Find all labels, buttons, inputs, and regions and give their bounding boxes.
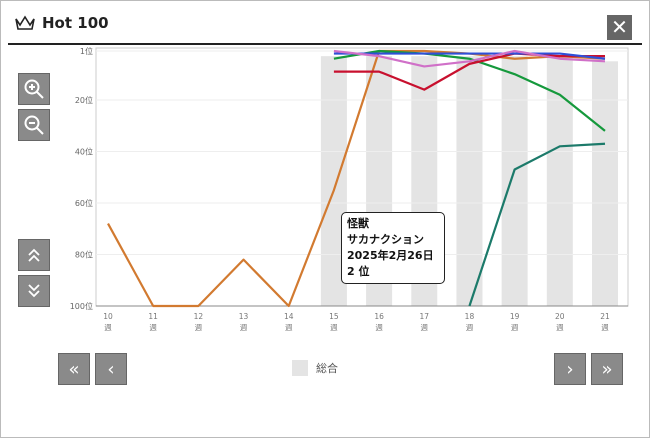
x-tick-label: 19 <box>510 312 520 321</box>
zoom-out-button[interactable] <box>18 109 50 141</box>
zoom-out-icon <box>24 115 44 135</box>
series-line-2 <box>333 49 606 132</box>
bar-19 <box>501 56 528 306</box>
x-tick-label: 週 <box>421 323 429 332</box>
x-tick-label: 週 <box>601 323 609 332</box>
crown-icon <box>15 15 35 30</box>
x-tick-label: 週 <box>240 323 248 332</box>
y-tick-label: 20位 <box>75 95 93 105</box>
y-tick-label: 40位 <box>75 146 93 156</box>
dialog-header: Hot 100 <box>14 14 109 32</box>
x-tick-label: 17 <box>419 312 429 321</box>
close-button[interactable]: ✕ <box>607 15 632 40</box>
series-line-1 <box>468 142 606 307</box>
tooltip: 怪獣 サカナクション 2025年2月26日 2 位 <box>341 212 445 284</box>
prev-page-button[interactable]: ‹ <box>95 353 127 385</box>
x-tick-label: 週 <box>375 323 383 332</box>
x-tick-label: 週 <box>149 323 157 332</box>
x-tick-label: 週 <box>330 323 338 332</box>
zoom-in-button[interactable] <box>18 73 50 105</box>
legend-swatch <box>292 360 308 376</box>
series-line-3 <box>333 52 605 91</box>
x-tick-label: 週 <box>556 323 564 332</box>
legend-label: 総合 <box>316 362 338 375</box>
x-tick-label: 13 <box>239 312 249 321</box>
y-tick-label: 100位 <box>70 301 93 311</box>
x-tick-label: 12 <box>194 312 204 321</box>
first-page-button[interactable]: « <box>58 353 90 385</box>
x-tick-label: 20 <box>555 312 565 321</box>
tooltip-artist: サカナクション <box>347 233 424 246</box>
x-tick-label: 21 <box>600 312 610 321</box>
tooltip-rank: 2 位 <box>347 265 370 278</box>
next-page-button[interactable]: › <box>554 353 586 385</box>
tooltip-title: 怪獣 <box>347 217 369 230</box>
legend: 総合 <box>292 360 338 376</box>
tooltip-date: 2025年2月26日 <box>347 249 434 262</box>
x-tick-label: 週 <box>466 323 474 332</box>
dialog-title: Hot 100 <box>42 14 109 32</box>
x-tick-label: 15 <box>329 312 339 321</box>
x-tick-label: 週 <box>104 323 112 332</box>
scroll-up-button[interactable] <box>18 239 50 271</box>
bar-20 <box>546 56 573 306</box>
series-line-0 <box>107 49 606 308</box>
y-tick-label: 80位 <box>75 249 93 259</box>
y-tick-label: 1位 <box>80 46 93 56</box>
bar-21 <box>592 61 618 306</box>
scroll-down-button[interactable] <box>18 275 50 307</box>
x-tick-label: 14 <box>284 312 294 321</box>
last-page-button[interactable]: » <box>591 353 623 385</box>
bar-18 <box>456 56 483 306</box>
x-tick-label: 16 <box>374 312 384 321</box>
series-line-5 <box>333 49 606 68</box>
x-tick-label: 週 <box>195 323 203 332</box>
double-chevron-down-icon <box>28 284 40 298</box>
x-tick-label: 10 <box>103 312 113 321</box>
zoom-in-icon <box>24 79 44 99</box>
y-tick-label: 60位 <box>75 198 93 208</box>
x-tick-label: 11 <box>148 312 158 321</box>
x-tick-label: 週 <box>285 323 293 332</box>
x-tick-label: 18 <box>465 312 475 321</box>
double-chevron-up-icon <box>28 248 40 262</box>
series-line-4 <box>333 52 606 60</box>
x-tick-label: 週 <box>511 323 519 332</box>
header-divider <box>8 43 642 45</box>
